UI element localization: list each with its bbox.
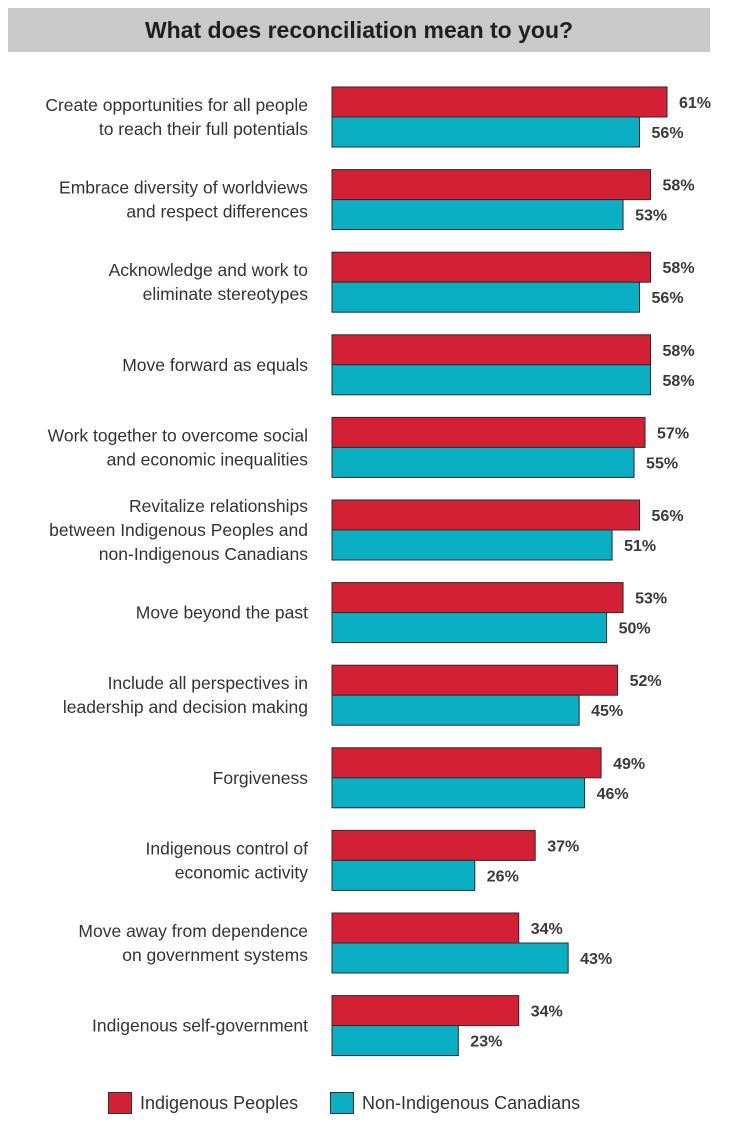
bar-group: 56% 51% Revitalize relationships between In… — [49, 496, 683, 564]
bar-non-indigenous — [331, 281, 641, 313]
bar-group: 34% 43% Move away from dependence on govern… — [78, 912, 612, 974]
data-label: 57% — [657, 425, 689, 442]
bar-chart: 61% 56% Create opportunities for all peopl… — [45, 86, 711, 1057]
bar-group: 58% 58% Move forward as equals — [122, 334, 695, 396]
bar-indigenous — [331, 334, 652, 366]
category-label: Indigenous control of economic activity — [146, 838, 309, 882]
bar-indigenous — [331, 416, 646, 448]
data-label: 53% — [635, 591, 667, 608]
data-label: 52% — [630, 673, 662, 690]
bar-indigenous — [331, 995, 520, 1027]
bar-indigenous — [331, 912, 520, 944]
legend-label-indigenous: Indigenous Peoples — [140, 1092, 299, 1113]
bar-non-indigenous — [331, 199, 624, 231]
bar-non-indigenous — [331, 859, 476, 891]
data-label: 58% — [663, 373, 695, 390]
data-label: 55% — [646, 455, 678, 472]
legend-swatch-indigenous — [108, 1092, 132, 1114]
data-label: 56% — [652, 125, 684, 142]
legend-item-non-indigenous: Non-Indigenous Canadians — [330, 1088, 580, 1118]
bar-non-indigenous — [331, 1025, 459, 1057]
bar-indigenous — [331, 747, 602, 779]
category-label: Forgiveness — [213, 768, 309, 788]
category-label: Work together to overcome social and econ… — [48, 425, 309, 469]
data-label: 58% — [663, 178, 695, 195]
category-label: Embrace diversity of worldviews and respe… — [59, 178, 308, 222]
data-label: 23% — [470, 1034, 502, 1051]
category-label: Acknowledge and work to eliminate stereot… — [109, 260, 309, 304]
data-label: 37% — [547, 838, 579, 855]
data-label: 43% — [580, 951, 612, 968]
bar-non-indigenous — [331, 694, 580, 726]
bar-group: 37% 26% Indigenous control of economic acti… — [146, 829, 579, 891]
data-label: 26% — [487, 868, 519, 885]
bar-non-indigenous — [331, 529, 613, 561]
bar-indigenous — [331, 86, 668, 118]
chart-title: What does reconciliation mean to you? — [144, 16, 574, 43]
data-label: 58% — [663, 260, 695, 277]
data-label: 46% — [597, 786, 629, 803]
data-label: 49% — [613, 756, 645, 773]
bar-indigenous — [331, 582, 624, 614]
bar-non-indigenous — [331, 364, 652, 396]
bar-indigenous — [331, 829, 536, 861]
category-label: Revitalize relationships between Indigeno… — [49, 496, 308, 564]
data-label: 34% — [531, 1004, 563, 1021]
legend: Indigenous Peoples Non-Indigenous Canadi… — [0, 1088, 733, 1118]
bar-non-indigenous — [331, 612, 608, 644]
data-label: 56% — [652, 508, 684, 525]
bar-group: 57% 55% Work together to overcome social an… — [48, 416, 689, 478]
bar-indigenous — [331, 251, 652, 283]
category-label: Indigenous self-government — [92, 1016, 308, 1036]
bar-group: 34% 23% Indigenous self-government — [92, 995, 563, 1057]
bar-non-indigenous — [331, 942, 569, 974]
bar-non-indigenous — [331, 446, 635, 478]
bar-group: 49% 46% Forgiveness — [213, 747, 645, 809]
bar-indigenous — [331, 499, 641, 531]
bar-group: 53% 50% Move beyond the past — [136, 582, 667, 644]
legend-swatch-non-indigenous — [330, 1092, 354, 1114]
data-label: 51% — [624, 538, 656, 555]
data-label: 61% — [679, 95, 711, 112]
data-label: 50% — [619, 621, 651, 638]
bar-indigenous — [331, 169, 652, 201]
data-label: 45% — [591, 703, 623, 720]
bar-group: 52% 45% Include all perspectives in leaders… — [63, 664, 662, 726]
data-label: 58% — [663, 343, 695, 360]
legend-label-non-indigenous: Non-Indigenous Canadians — [362, 1092, 581, 1113]
data-label: 34% — [531, 921, 563, 938]
chart-title-bar: What does reconciliation mean to you? — [8, 8, 710, 52]
data-label: 53% — [635, 208, 667, 225]
bar-non-indigenous — [331, 777, 586, 809]
bar-group: 58% 56% Acknowledge and work to eliminate s… — [109, 251, 695, 313]
bar-group: 58% 53% Embrace diversity of worldviews and… — [59, 169, 695, 231]
category-label: Move away from dependence on government s… — [78, 921, 308, 965]
legend-item-indigenous: Indigenous Peoples — [108, 1088, 298, 1118]
category-label: Include all perspectives in leadership an… — [63, 673, 308, 717]
category-label: Move beyond the past — [136, 603, 308, 623]
data-label: 56% — [652, 290, 684, 307]
bar-group: 61% 56% Create opportunities for all peopl… — [45, 86, 711, 148]
category-label: Move forward as equals — [122, 355, 308, 375]
bar-non-indigenous — [331, 116, 641, 148]
bar-indigenous — [331, 664, 619, 696]
category-label: Create opportunities for all people to re… — [45, 95, 308, 139]
